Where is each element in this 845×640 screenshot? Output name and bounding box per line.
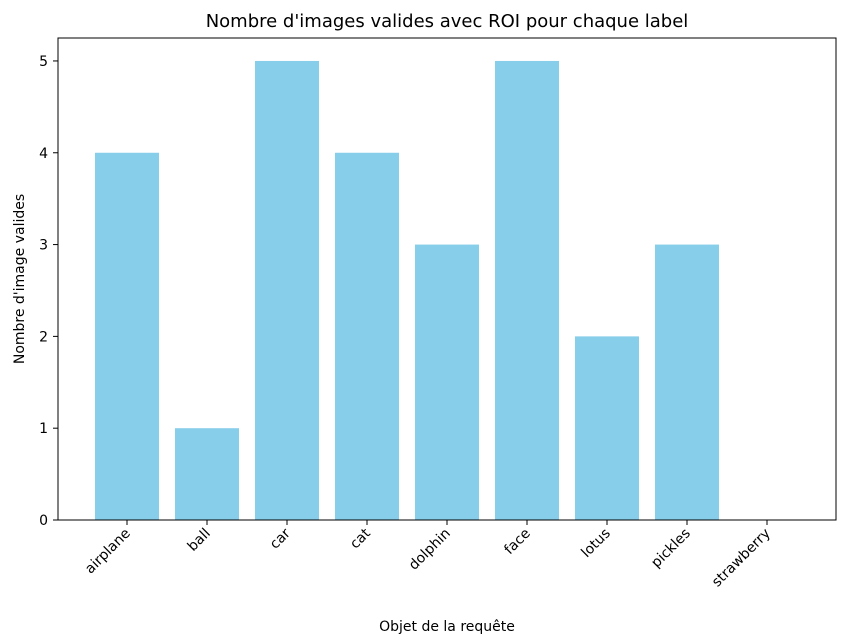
y-tick-label-2: 2 <box>39 329 48 345</box>
x-tick-label-car: car <box>267 525 294 552</box>
x-tick-label-lotus: lotus <box>578 526 613 561</box>
y-tick-label-4: 4 <box>39 146 48 162</box>
y-tick-label-1: 1 <box>39 421 48 437</box>
y-axis-label: Nombre d'image valides <box>12 194 28 364</box>
x-tick-label-face: face <box>501 526 533 558</box>
x-tick-label-ball: ball <box>185 526 214 555</box>
y-axis: 0 1 2 3 4 5 <box>39 54 58 529</box>
bars-group <box>95 60 719 521</box>
x-tick-label-dolphin: dolphin <box>406 526 454 574</box>
x-axis-label: Objet de la requête <box>379 619 515 635</box>
x-tick-label-strawberry: strawberry <box>709 526 774 591</box>
x-tick-label-pickles: pickles <box>648 526 694 572</box>
x-axis: airplane ball car cat dolphin face lotus pickle… <box>82 520 774 590</box>
y-tick-label-0: 0 <box>39 513 48 529</box>
y-tick-label-3: 3 <box>39 238 48 254</box>
x-tick-label-cat: cat <box>347 525 374 552</box>
x-tick-label-airplane: airplane <box>82 526 134 578</box>
bar-cat <box>335 152 399 520</box>
bar-face <box>495 60 559 520</box>
y-tick-label-5: 5 <box>39 54 48 70</box>
bar-pickles <box>655 244 719 521</box>
bar-lotus <box>575 336 639 520</box>
bar-ball <box>175 428 239 520</box>
bar-dolphin <box>415 244 479 521</box>
bar-airplane <box>95 152 159 520</box>
chart-title: Nombre d'images valides avec ROI pour ch… <box>206 11 689 32</box>
bar-car <box>255 60 319 520</box>
